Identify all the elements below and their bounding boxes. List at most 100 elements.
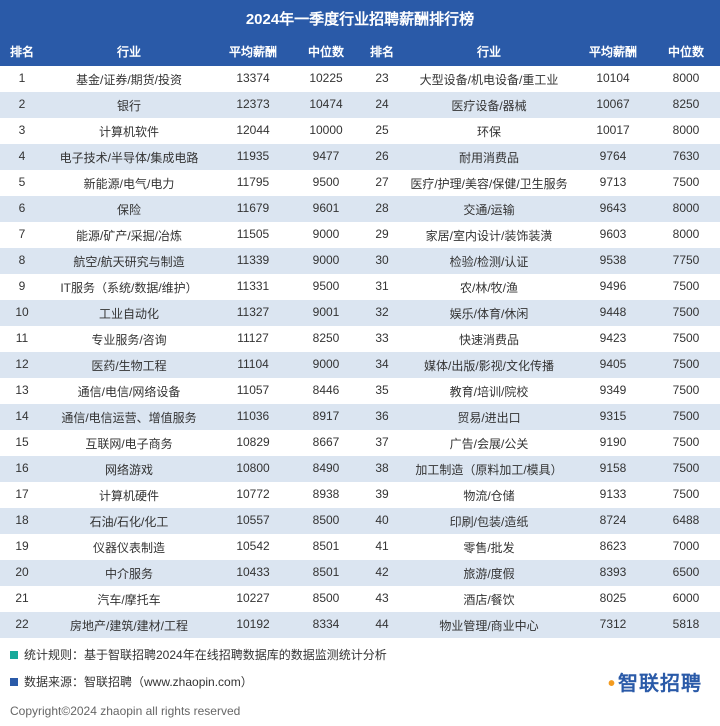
cell-rank: 1: [0, 66, 44, 92]
cell-rank: 22: [0, 612, 44, 638]
cell-industry: 娱乐/体育/休闲: [404, 300, 574, 326]
cell-industry: 通信/电信运营、增值服务: [44, 404, 214, 430]
cell-median: 7500: [652, 326, 720, 352]
cell-industry: 贸易/进出口: [404, 404, 574, 430]
data-source-text: 数据来源：智联招聘（www.zhaopin.com）: [24, 673, 253, 690]
cell-avg: 11795: [214, 170, 292, 196]
cell-industry: 家居/室内设计/装饰装潢: [404, 222, 574, 248]
cell-avg: 10067: [574, 92, 652, 118]
cell-industry: 媒体/出版/影视/文化传播: [404, 352, 574, 378]
cell-avg: 9423: [574, 326, 652, 352]
col-avg: 平均薪酬: [214, 37, 292, 66]
cell-median: 8917: [292, 404, 360, 430]
cell-rank: 19: [0, 534, 44, 560]
cell-industry: 广告/会展/公关: [404, 430, 574, 456]
cell-rank: 3: [0, 118, 44, 144]
table-row: 22房地产/建筑/建材/工程10192833444物业管理/商业中心731258…: [0, 612, 720, 638]
cell-industry: 保险: [44, 196, 214, 222]
cell-rank: 33: [360, 326, 404, 352]
cell-rank: 39: [360, 482, 404, 508]
cell-industry: 快速消费品: [404, 326, 574, 352]
cell-industry: 医疗/护理/美容/保健/卫生服务: [404, 170, 574, 196]
table-header: 排名 行业 平均薪酬 中位数 排名 行业 平均薪酬 中位数: [0, 37, 720, 66]
cell-industry: 教育/培训/院校: [404, 378, 574, 404]
cell-rank: 36: [360, 404, 404, 430]
table-row: 21汽车/摩托车10227850043酒店/餐饮80256000: [0, 586, 720, 612]
cell-rank: 32: [360, 300, 404, 326]
cell-rank: 29: [360, 222, 404, 248]
table-row: 4电子技术/半导体/集成电路11935947726耐用消费品97647630: [0, 144, 720, 170]
cell-rank: 30: [360, 248, 404, 274]
cell-rank: 10: [0, 300, 44, 326]
cell-rank: 13: [0, 378, 44, 404]
cell-avg: 10542: [214, 534, 292, 560]
cell-rank: 31: [360, 274, 404, 300]
cell-rank: 43: [360, 586, 404, 612]
cell-median: 10474: [292, 92, 360, 118]
cell-median: 9477: [292, 144, 360, 170]
cell-rank: 18: [0, 508, 44, 534]
cell-avg: 10772: [214, 482, 292, 508]
cell-rank: 17: [0, 482, 44, 508]
copyright: Copyright©2024 zhaopin all rights reserv…: [0, 702, 720, 726]
stat-rule-text: 统计规则：基于智联招聘2024年在线招聘数据库的数据监测统计分析: [24, 646, 387, 663]
cell-median: 10000: [292, 118, 360, 144]
cell-median: 8000: [652, 66, 720, 92]
cell-rank: 20: [0, 560, 44, 586]
cell-rank: 24: [360, 92, 404, 118]
cell-industry: 交通/运输: [404, 196, 574, 222]
cell-industry: 专业服务/咨询: [44, 326, 214, 352]
data-source-line: 数据来源：智联招聘（www.zhaopin.com）: [10, 673, 253, 690]
cell-industry: 银行: [44, 92, 214, 118]
cell-median: 8334: [292, 612, 360, 638]
cell-avg: 10829: [214, 430, 292, 456]
cell-industry: 计算机软件: [44, 118, 214, 144]
cell-median: 8500: [292, 508, 360, 534]
cell-median: 8500: [292, 586, 360, 612]
cell-median: 7500: [652, 378, 720, 404]
cell-avg: 8393: [574, 560, 652, 586]
zhaopin-logo: •智联招聘: [608, 667, 710, 696]
table-row: 10工业自动化11327900132娱乐/体育/休闲94487500: [0, 300, 720, 326]
cell-rank: 27: [360, 170, 404, 196]
cell-industry: 基金/证券/期货/投资: [44, 66, 214, 92]
cell-industry: 医药/生物工程: [44, 352, 214, 378]
cell-median: 8667: [292, 430, 360, 456]
cell-avg: 12373: [214, 92, 292, 118]
cell-avg: 11505: [214, 222, 292, 248]
table-row: 20中介服务10433850142旅游/度假83936500: [0, 560, 720, 586]
col-industry-2: 行业: [404, 37, 574, 66]
cell-median: 9001: [292, 300, 360, 326]
cell-avg: 11935: [214, 144, 292, 170]
cell-avg: 11057: [214, 378, 292, 404]
cell-industry: 新能源/电气/电力: [44, 170, 214, 196]
logo-dot-icon: •: [608, 673, 616, 695]
cell-median: 7000: [652, 534, 720, 560]
cell-median: 9000: [292, 352, 360, 378]
col-rank: 排名: [0, 37, 44, 66]
cell-industry: IT服务（系统/数据/维护）: [44, 274, 214, 300]
cell-industry: 零售/批发: [404, 534, 574, 560]
cell-rank: 34: [360, 352, 404, 378]
table-row: 1基金/证券/期货/投资133741022523大型设备/机电设备/重工业101…: [0, 66, 720, 92]
table-row: 16网络游戏10800849038加工制造（原料加工/模具）91587500: [0, 456, 720, 482]
logo-text: 智联招聘: [618, 673, 702, 695]
cell-industry: 物流/仓储: [404, 482, 574, 508]
cell-median: 10225: [292, 66, 360, 92]
cell-avg: 8025: [574, 586, 652, 612]
cell-median: 8938: [292, 482, 360, 508]
cell-industry: 中介服务: [44, 560, 214, 586]
cell-avg: 9538: [574, 248, 652, 274]
cell-rank: 42: [360, 560, 404, 586]
col-avg-2: 平均薪酬: [574, 37, 652, 66]
cell-industry: 大型设备/机电设备/重工业: [404, 66, 574, 92]
cell-industry: 仪器仪表制造: [44, 534, 214, 560]
cell-median: 8250: [652, 92, 720, 118]
cell-rank: 40: [360, 508, 404, 534]
cell-median: 6000: [652, 586, 720, 612]
cell-median: 7750: [652, 248, 720, 274]
stat-rule-line: 统计规则：基于智联招聘2024年在线招聘数据库的数据监测统计分析: [10, 646, 710, 663]
cell-avg: 11679: [214, 196, 292, 222]
cell-industry: 医疗设备/器械: [404, 92, 574, 118]
cell-avg: 9158: [574, 456, 652, 482]
